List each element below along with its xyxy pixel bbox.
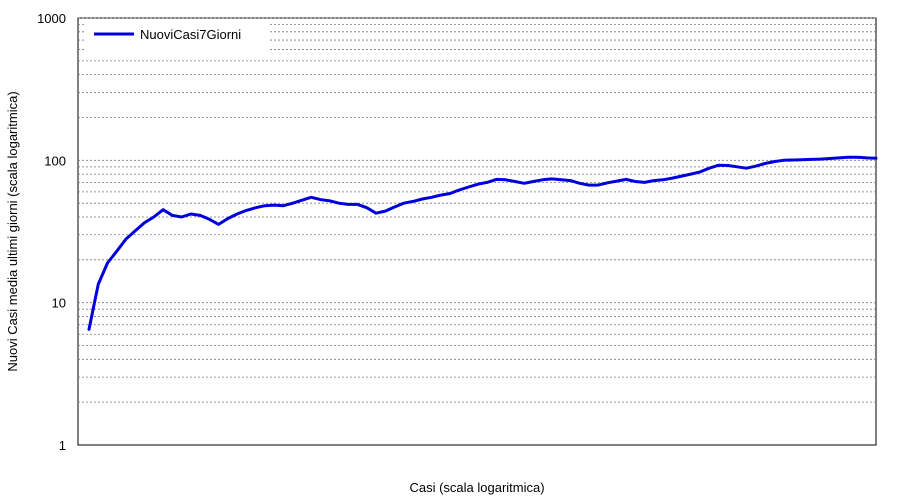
- legend-label-nuovicasi7giorni: NuoviCasi7Giorni: [140, 27, 241, 42]
- y-tick-label: 1: [59, 438, 66, 453]
- y-axis-title: Nuovi Casi media ultimi giorni (scala lo…: [5, 91, 20, 371]
- plot-area: [77, 17, 878, 446]
- y-tick-label: 100: [44, 153, 66, 168]
- y-tick-label: 10: [52, 296, 66, 311]
- y-tick-labels: 1 10 100 1000: [37, 11, 66, 453]
- legend-box: [84, 22, 270, 50]
- plot-frame: [77, 17, 877, 446]
- x-axis-title: Casi (scala logaritmica): [409, 480, 544, 495]
- series-line-nuovicasi7giorni: [87, 155, 878, 331]
- gridlines: [78, 17, 876, 403]
- legend: NuoviCasi7Giorni: [84, 22, 270, 50]
- y-tick-label: 1000: [37, 11, 66, 26]
